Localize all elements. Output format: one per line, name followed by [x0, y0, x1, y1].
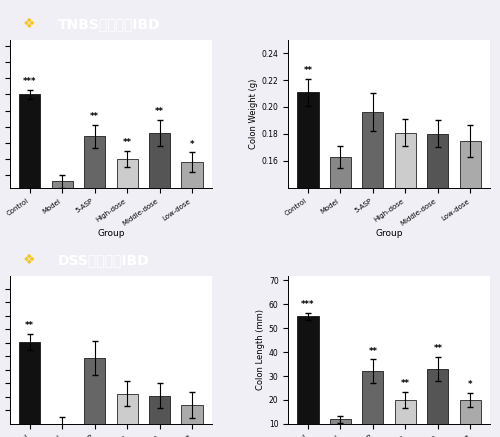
Bar	[362, 112, 384, 377]
Bar	[116, 159, 138, 272]
Y-axis label: Colon Weight (g): Colon Weight (g)	[248, 79, 258, 149]
Bar	[428, 369, 448, 437]
Bar	[149, 395, 170, 437]
Bar	[460, 141, 481, 377]
Y-axis label: Colon Length (mm): Colon Length (mm)	[256, 309, 264, 390]
Bar	[362, 371, 384, 437]
X-axis label: Group: Group	[97, 229, 124, 239]
Bar	[428, 134, 448, 377]
Bar	[298, 92, 318, 377]
Text: **: **	[90, 112, 99, 121]
Text: ***: ***	[302, 300, 315, 309]
Bar	[19, 94, 40, 272]
Bar	[84, 136, 105, 272]
Bar	[460, 400, 481, 437]
Bar	[182, 162, 203, 272]
Text: **: **	[368, 347, 378, 356]
Text: **: **	[122, 138, 132, 147]
Bar	[84, 358, 105, 437]
Bar	[116, 394, 138, 437]
Bar	[330, 157, 351, 377]
Text: **: **	[25, 321, 34, 330]
Bar	[330, 419, 351, 437]
Bar	[149, 133, 170, 272]
Text: *: *	[468, 380, 472, 389]
Text: DSS诱导小鼠IBD: DSS诱导小鼠IBD	[58, 253, 150, 267]
Bar	[52, 424, 72, 437]
Text: **: **	[304, 66, 312, 75]
Text: ❖: ❖	[23, 17, 36, 31]
Text: **: **	[434, 344, 442, 353]
X-axis label: Group: Group	[376, 229, 403, 239]
Bar	[395, 400, 416, 437]
Bar	[298, 316, 318, 437]
Text: *: *	[190, 140, 194, 149]
Text: ❖: ❖	[23, 253, 36, 267]
Text: **: **	[155, 108, 164, 117]
Text: TNBS诱导大鼠IBD: TNBS诱导大鼠IBD	[58, 17, 160, 31]
Text: ***: ***	[23, 77, 36, 86]
Text: **: **	[401, 379, 410, 388]
Bar	[52, 181, 72, 272]
Bar	[182, 405, 203, 437]
Bar	[395, 132, 416, 377]
Bar	[19, 342, 40, 437]
